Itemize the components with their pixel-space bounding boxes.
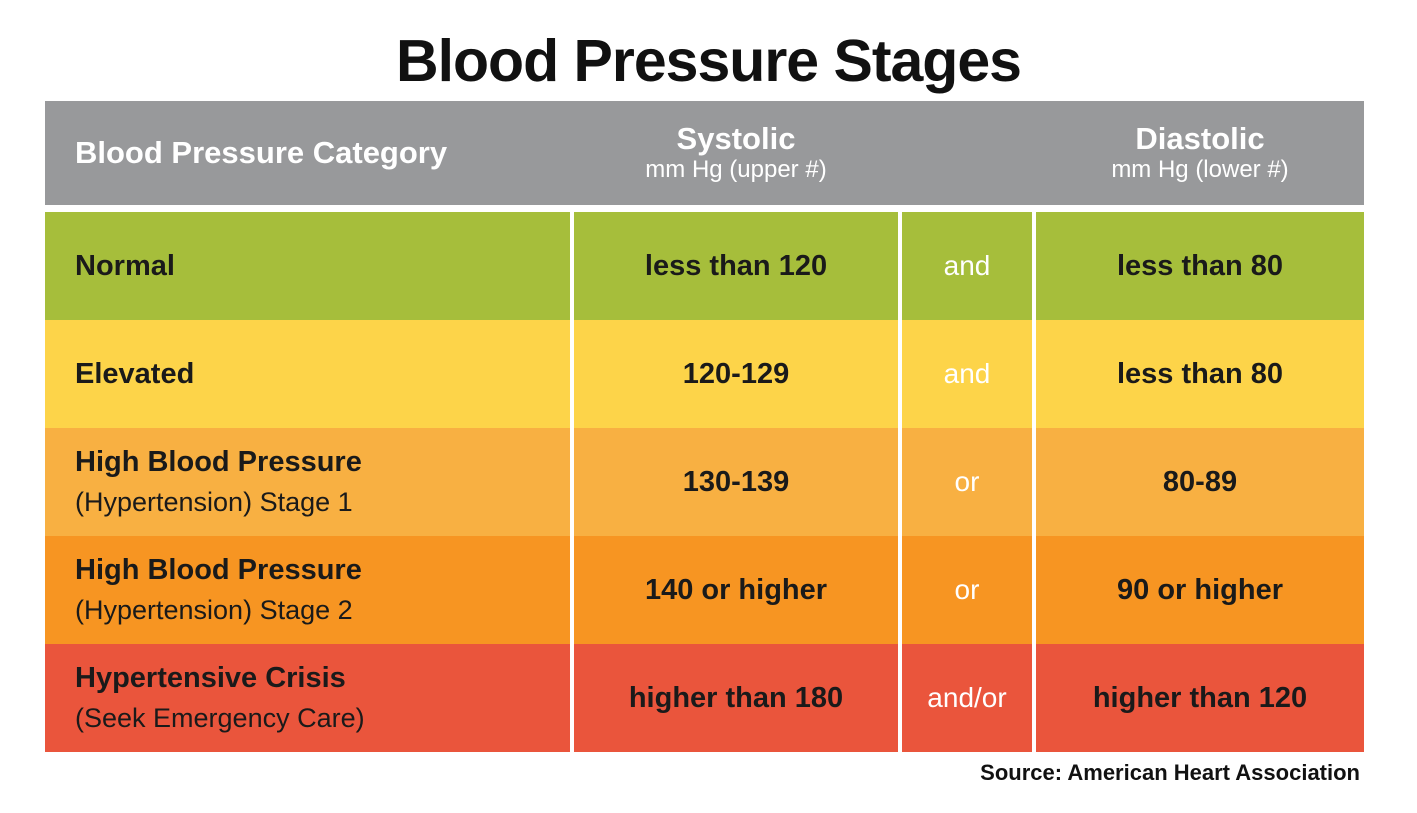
diastolic-value: 80-89 xyxy=(1036,428,1364,536)
category-label: High Blood Pressure xyxy=(75,554,362,586)
systolic-value: 140 or higher xyxy=(574,536,898,644)
category-sublabel: (Hypertension) Stage 2 xyxy=(75,595,353,625)
category-cell: High Blood Pressure (Hypertension) Stage… xyxy=(45,536,570,644)
category-label: Hypertensive Crisis xyxy=(75,662,346,694)
row-elevated: Elevated 120-129 and less than 80 xyxy=(45,320,1364,428)
row-hypertension-stage-2: High Blood Pressure (Hypertension) Stage… xyxy=(45,536,1364,644)
connector-label: and xyxy=(902,212,1032,320)
row-hypertension-stage-1: High Blood Pressure (Hypertension) Stage… xyxy=(45,428,1364,536)
category-label: Normal xyxy=(75,249,175,282)
diastolic-value: less than 80 xyxy=(1036,320,1364,428)
systolic-value: less than 120 xyxy=(574,212,898,320)
systolic-value: 120-129 xyxy=(574,320,898,428)
header-diastolic: Diastolic mm Hg (lower #) xyxy=(1036,101,1364,205)
diastolic-value: higher than 120 xyxy=(1036,644,1364,752)
diastolic-value: 90 or higher xyxy=(1036,536,1364,644)
header-category: Blood Pressure Category xyxy=(75,135,448,170)
header-connector-spacer xyxy=(902,101,1032,205)
page-title-area: Blood Pressure Stages xyxy=(0,0,1417,101)
connector-label: or xyxy=(902,428,1032,536)
header-systolic-label: Systolic xyxy=(676,120,796,156)
systolic-value: 130-139 xyxy=(574,428,898,536)
blood-pressure-table: Blood Pressure Category Systolic mm Hg (… xyxy=(45,101,1364,752)
header-systolic-sub: mm Hg (upper #) xyxy=(645,156,827,184)
category-sublabel: (Hypertension) Stage 1 xyxy=(75,487,353,517)
category-label: High Blood Pressure xyxy=(75,446,362,478)
table-header-row: Blood Pressure Category Systolic mm Hg (… xyxy=(45,101,1364,205)
header-diastolic-label: Diastolic xyxy=(1135,120,1265,156)
page-title: Blood Pressure Stages xyxy=(396,28,1022,94)
header-systolic: Systolic mm Hg (upper #) xyxy=(574,101,898,205)
header-diastolic-sub: mm Hg (lower #) xyxy=(1111,156,1289,184)
source-attribution: Source: American Heart Association xyxy=(980,760,1360,785)
connector-label: or xyxy=(902,536,1032,644)
category-cell: Normal xyxy=(45,212,570,320)
systolic-value: higher than 180 xyxy=(574,644,898,752)
row-hypertensive-crisis: Hypertensive Crisis (Seek Emergency Care… xyxy=(45,644,1364,752)
category-cell: High Blood Pressure (Hypertension) Stage… xyxy=(45,428,570,536)
category-sublabel: (Seek Emergency Care) xyxy=(75,703,365,733)
category-cell: Hypertensive Crisis (Seek Emergency Care… xyxy=(45,644,570,752)
row-normal: Normal less than 120 and less than 80 xyxy=(45,212,1364,320)
connector-label: and/or xyxy=(902,644,1032,752)
diastolic-value: less than 80 xyxy=(1036,212,1364,320)
category-label: Elevated xyxy=(75,357,195,390)
category-cell: Elevated xyxy=(45,320,570,428)
connector-label: and xyxy=(902,320,1032,428)
